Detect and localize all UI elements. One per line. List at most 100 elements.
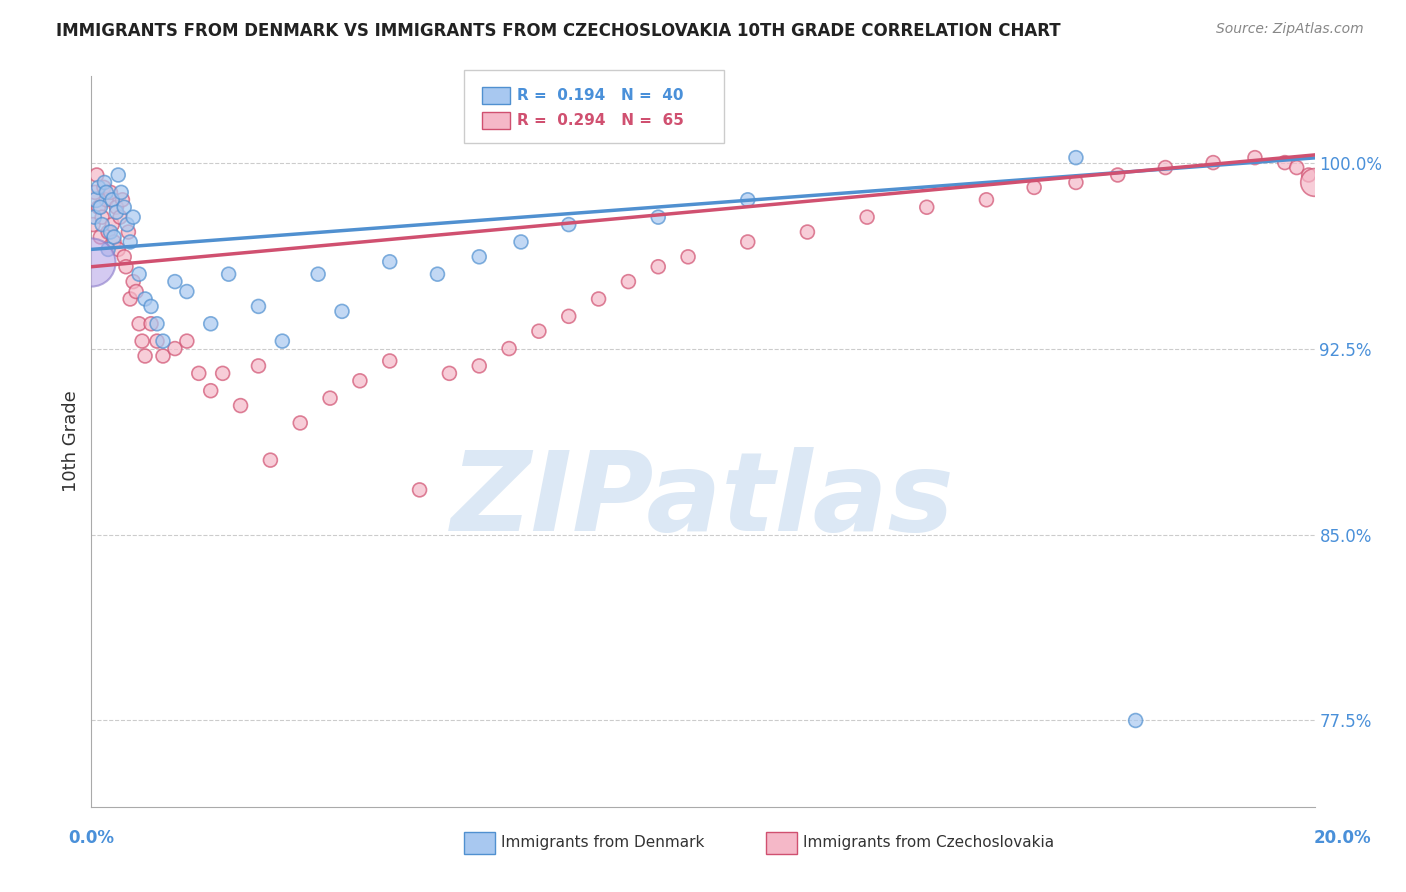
Point (647, 260, 669, 274)
Point (117, 225, 139, 239)
Point (737, 193, 759, 207)
Point (86, 168, 108, 182)
Point (976, 193, 998, 207)
Point (84, 193, 107, 207)
Text: 0.0%: 0.0% (69, 829, 114, 847)
Point (378, 354, 401, 368)
Point (319, 391, 342, 405)
Text: Immigrants from Denmark: Immigrants from Denmark (501, 836, 704, 850)
Point (97, 243, 120, 257)
Point (176, 285, 198, 299)
Point (617, 275, 640, 289)
Point (271, 334, 294, 348)
Point (647, 210, 669, 224)
Point (93, 176, 115, 190)
Point (247, 300, 270, 314)
Point (558, 310, 581, 324)
Point (229, 399, 252, 413)
Point (1303, 176, 1326, 190)
Point (1298, 168, 1320, 182)
Point (408, 483, 430, 497)
Point (1125, 714, 1147, 728)
Point (1064, 176, 1087, 190)
Point (247, 359, 270, 373)
Point (426, 267, 449, 281)
Point (110, 186, 132, 200)
Point (146, 317, 169, 331)
Point (105, 205, 128, 219)
Point (1024, 180, 1046, 194)
Point (105, 200, 128, 214)
Text: R =  0.294   N =  65: R = 0.294 N = 65 (517, 113, 685, 128)
Point (120, 235, 142, 249)
Point (111, 193, 134, 207)
Point (128, 267, 150, 281)
Point (108, 210, 131, 224)
Point (107, 243, 129, 257)
Point (378, 254, 401, 268)
Text: Source: ZipAtlas.com: Source: ZipAtlas.com (1216, 22, 1364, 37)
Point (125, 285, 148, 299)
Point (1274, 155, 1296, 169)
Point (101, 193, 124, 207)
Point (330, 304, 353, 318)
Point (91, 210, 114, 224)
Point (1244, 151, 1267, 165)
Point (134, 349, 156, 363)
Point (259, 453, 281, 467)
Point (200, 384, 222, 398)
Point (676, 250, 699, 264)
Point (97, 225, 120, 239)
Text: Immigrants from Czechoslovakia: Immigrants from Czechoslovakia (803, 836, 1054, 850)
Point (211, 367, 233, 381)
Point (439, 367, 461, 381)
Point (498, 342, 520, 356)
Point (218, 267, 240, 281)
Point (1107, 168, 1129, 182)
Point (1285, 161, 1308, 175)
Point (1064, 151, 1087, 165)
Point (83, 210, 105, 224)
Point (115, 218, 138, 232)
Text: IMMIGRANTS FROM DENMARK VS IMMIGRANTS FROM CZECHOSLOVAKIA 10TH GRADE CORRELATION: IMMIGRANTS FROM DENMARK VS IMMIGRANTS FR… (56, 22, 1062, 40)
Point (737, 235, 759, 249)
Point (527, 324, 550, 338)
Point (915, 200, 938, 214)
Point (87, 180, 110, 194)
Point (91, 218, 114, 232)
Point (796, 225, 818, 239)
Point (558, 218, 581, 232)
Point (96, 193, 118, 207)
Point (349, 374, 371, 388)
Point (101, 218, 124, 232)
Point (100, 186, 122, 200)
Text: ZIPatlas: ZIPatlas (451, 447, 955, 554)
Point (187, 367, 209, 381)
Point (93, 180, 115, 194)
Point (307, 267, 329, 281)
Point (1154, 161, 1177, 175)
Point (139, 317, 162, 331)
Point (112, 250, 135, 264)
Point (112, 200, 135, 214)
Text: 20.0%: 20.0% (1315, 829, 1371, 847)
Point (1202, 155, 1225, 169)
Point (122, 275, 145, 289)
Point (122, 210, 145, 224)
Point (131, 334, 153, 348)
Point (856, 210, 879, 224)
Point (290, 416, 312, 430)
Point (139, 300, 162, 314)
Point (163, 342, 186, 356)
Point (103, 230, 125, 244)
Point (468, 359, 491, 373)
Point (134, 292, 156, 306)
Point (87, 200, 110, 214)
Point (107, 168, 129, 182)
Point (588, 292, 610, 306)
Point (103, 235, 125, 249)
Point (89, 230, 111, 244)
Point (510, 235, 533, 249)
Point (82, 218, 104, 232)
Point (468, 250, 491, 264)
